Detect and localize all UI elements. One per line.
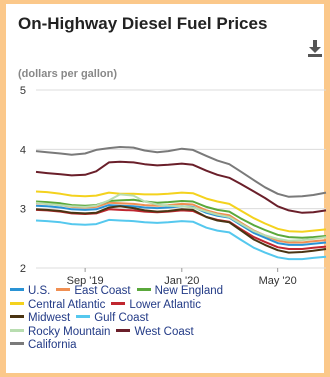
legend-swatch: [136, 288, 151, 292]
legend-row: Central Atlantic Lower Atlantic: [10, 299, 326, 313]
legend-swatch: [10, 315, 24, 319]
chart-subtitle: (dollars per gallon): [18, 68, 118, 80]
legend-label: Lower Atlantic: [129, 298, 201, 311]
legend-item[interactable]: Midwest: [10, 312, 70, 326]
legend-label: East Coast: [74, 285, 131, 297]
series-line-california: [35, 146, 327, 198]
legend-row: Midwest Gulf Coast: [10, 312, 326, 326]
y-tick-label: 4: [20, 144, 26, 156]
legend-label: West Coast: [134, 325, 194, 338]
legend-item[interactable]: West Coast: [116, 325, 194, 340]
legend-item[interactable]: Lower Atlantic: [111, 299, 201, 313]
legend-label: Gulf Coast: [94, 312, 149, 324]
legend-label: California: [28, 339, 77, 351]
legend-swatch: [56, 288, 71, 292]
legend-swatch: [10, 288, 24, 292]
y-tick-label: 2: [20, 263, 26, 275]
legend-label: Rocky Mountain: [28, 325, 111, 338]
x-tick-label: May '20: [259, 275, 297, 287]
series-line-rocky-mountain: [35, 193, 327, 242]
legend-item[interactable]: New England: [136, 285, 224, 299]
download-icon[interactable]: [306, 38, 324, 58]
legend-item[interactable]: California: [10, 339, 77, 353]
x-tick-label: Sep '19: [67, 275, 104, 287]
legend-label: U.S.: [28, 285, 51, 297]
legend-item[interactable]: Rocky Mountain: [10, 326, 110, 340]
legend-item[interactable]: Central Atlantic: [10, 299, 105, 313]
chart-title: On-Highway Diesel Fuel Prices: [18, 14, 268, 33]
series-line-west-coast: [35, 160, 327, 214]
series-line-new-england: [35, 198, 327, 239]
x-tick-label: Jan '20: [164, 275, 199, 287]
series-line-midwest: [35, 205, 327, 254]
chart-card: On-Highway Diesel Fuel Prices (dollars p…: [6, 4, 324, 373]
series-line-central-atlantic: [35, 190, 327, 233]
legend-row: Rocky Mountain West Coast: [10, 326, 326, 340]
legend-label: New England: [154, 285, 224, 297]
legend-swatch: [10, 328, 24, 332]
legend-swatch: [76, 315, 91, 319]
legend-swatch: [10, 342, 24, 346]
legend-swatch: [10, 301, 24, 305]
legend-item[interactable]: East Coast: [56, 285, 131, 299]
legend-row: California: [10, 339, 326, 353]
legend-item[interactable]: Gulf Coast: [76, 312, 149, 326]
y-tick-label: 5: [20, 85, 26, 97]
legend-label: Central Atlantic: [28, 298, 106, 311]
legend-swatch: [111, 301, 126, 305]
series-line-gulf-coast: [35, 218, 327, 261]
legend-row: U.S. East Coast New England: [10, 285, 326, 299]
legend-swatch: [116, 328, 131, 332]
y-tick-label: 3: [20, 204, 26, 216]
chart-legend: U.S. East Coast New England Central Atlanti…: [10, 285, 326, 353]
legend-label: Midwest: [28, 312, 71, 324]
line-chart: 5 4 3 2 Sep '19 Jan '20 May '20: [20, 85, 327, 287]
legend-item[interactable]: U.S.: [10, 285, 50, 299]
